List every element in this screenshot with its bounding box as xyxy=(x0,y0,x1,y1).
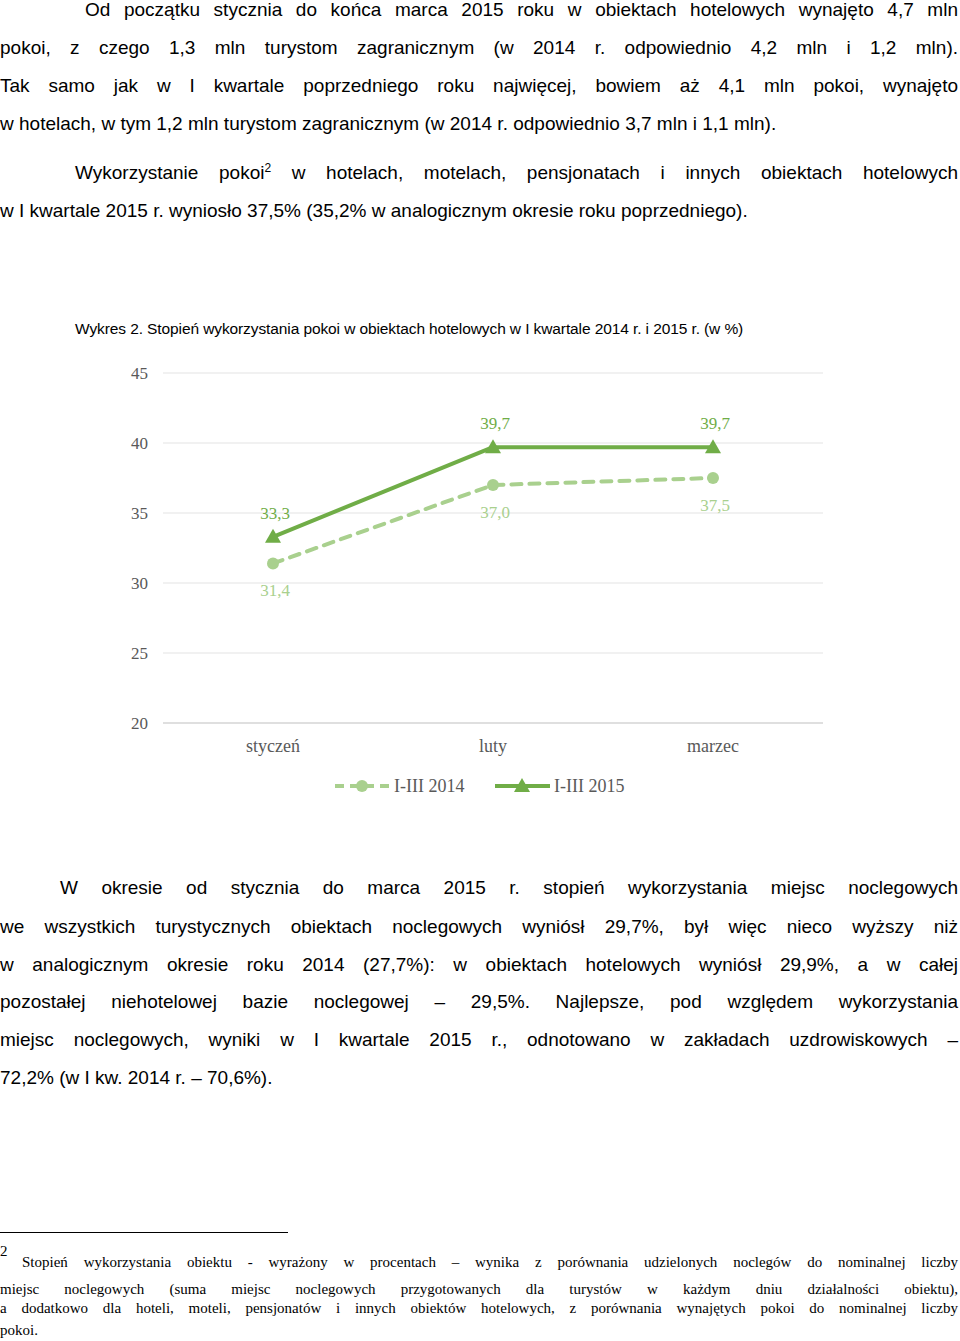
text-line: W okresie od stycznia do marca 2015 r. s… xyxy=(0,876,958,900)
data-point xyxy=(487,479,499,491)
data-label: 33,3 xyxy=(260,504,290,523)
footnote-line: a dodatkowo dla hoteli, moteli, pensjona… xyxy=(0,1299,958,1317)
footnote-number: 2 xyxy=(0,1242,20,1260)
legend-marker xyxy=(356,780,368,792)
text-line: pozostałej niehotelowej bazie noclegowej… xyxy=(0,990,958,1014)
plot-area xyxy=(265,439,721,569)
data-label: 39,7 xyxy=(480,414,510,433)
footnote-line: Stopień wykorzystania obiektu - wyrażony… xyxy=(0,1253,958,1271)
y-tick-label: 30 xyxy=(131,574,148,593)
x-tick-label: marzec xyxy=(687,736,739,756)
x-tick-label: luty xyxy=(479,736,507,756)
footnote-rule xyxy=(0,1232,288,1233)
text-line: pokoi, z czego 1,3 mln turystom zagranic… xyxy=(0,36,958,60)
series-line xyxy=(273,478,713,563)
data-label: 37,0 xyxy=(480,503,510,522)
text-line: w hotelach, w tym 1,2 mln turystom zagra… xyxy=(0,112,958,136)
y-tick-label: 20 xyxy=(131,714,148,733)
y-tick-label: 45 xyxy=(131,364,148,383)
x-tick-label: styczeń xyxy=(246,736,300,756)
data-label: 37,5 xyxy=(700,496,730,515)
text-segment: Wykorzystanie pokoi xyxy=(75,162,264,183)
legend-label: I-III 2015 xyxy=(554,776,624,796)
chart-title: Wykres 2. Stopień wykorzystania pokoi w … xyxy=(75,320,743,338)
footnote-ref: 2 xyxy=(264,161,271,175)
legend-label: I-III 2014 xyxy=(394,776,464,796)
series-line xyxy=(273,447,713,537)
data-label: 31,4 xyxy=(260,581,290,600)
page: Od początku stycznia do końca marca 2015… xyxy=(0,0,960,1341)
text-segment: w hotelach, motelach, pensjonatach i inn… xyxy=(271,162,958,183)
data-point xyxy=(265,529,281,543)
text-line: w analogicznym okresie roku 2014 (27,7%)… xyxy=(0,953,958,977)
data-point xyxy=(707,472,719,484)
y-tick-label: 25 xyxy=(131,644,148,663)
text-line: miejsc noclegowych, wyniki w I kwartale … xyxy=(0,1028,958,1052)
grid-line xyxy=(163,723,823,724)
footnote-line: miejsc noclegowych (suma miejsc noclegow… xyxy=(0,1280,958,1298)
data-point xyxy=(485,439,501,453)
text-line: 72,2% (w I kw. 2014 r. – 70,6%). xyxy=(0,1066,958,1090)
y-tick-label: 40 xyxy=(131,434,148,453)
grid-line xyxy=(163,653,823,654)
text-line: Wykorzystanie pokoi2 w hotelach, motelac… xyxy=(0,161,958,185)
text-line: w I kwartale 2015 r. wyniosło 37,5% (35,… xyxy=(0,199,958,223)
text-line: we wszystkich turystycznych obiektach no… xyxy=(0,915,958,939)
chart: 20 25 30 35 40 45 styczeń luty marzec 31,4 37,0 37,… xyxy=(0,0,960,1341)
legend-marker xyxy=(514,778,530,792)
text-line: Od początku stycznia do końca marca 2015… xyxy=(0,0,958,22)
data-point xyxy=(267,557,279,569)
text-line: Tak samo jak w I kwartale poprzedniego r… xyxy=(0,74,958,98)
y-tick-label: 35 xyxy=(131,504,148,523)
grid-line xyxy=(163,373,823,374)
footnote-line: pokoi. xyxy=(0,1321,958,1339)
data-label: 39,7 xyxy=(700,414,730,433)
data-point xyxy=(705,439,721,453)
